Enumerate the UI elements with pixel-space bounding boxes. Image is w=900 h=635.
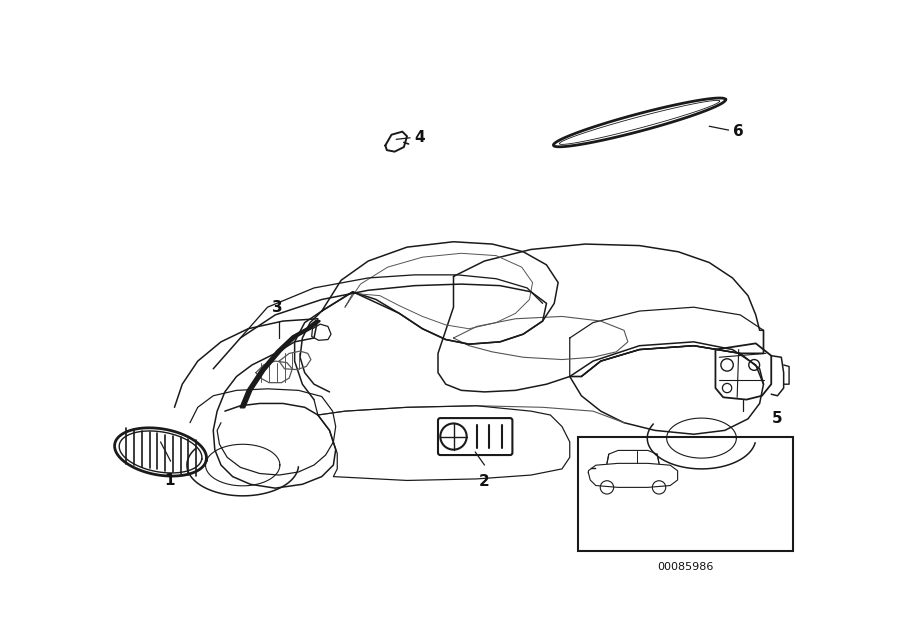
FancyBboxPatch shape bbox=[438, 418, 512, 455]
FancyBboxPatch shape bbox=[578, 436, 793, 551]
Text: 4: 4 bbox=[415, 130, 426, 145]
Text: 3: 3 bbox=[273, 300, 283, 315]
Text: 1: 1 bbox=[164, 472, 175, 488]
Text: 5: 5 bbox=[772, 411, 783, 426]
Text: 00085986: 00085986 bbox=[657, 562, 714, 572]
Text: 6: 6 bbox=[733, 124, 743, 139]
Text: 2: 2 bbox=[479, 474, 490, 488]
